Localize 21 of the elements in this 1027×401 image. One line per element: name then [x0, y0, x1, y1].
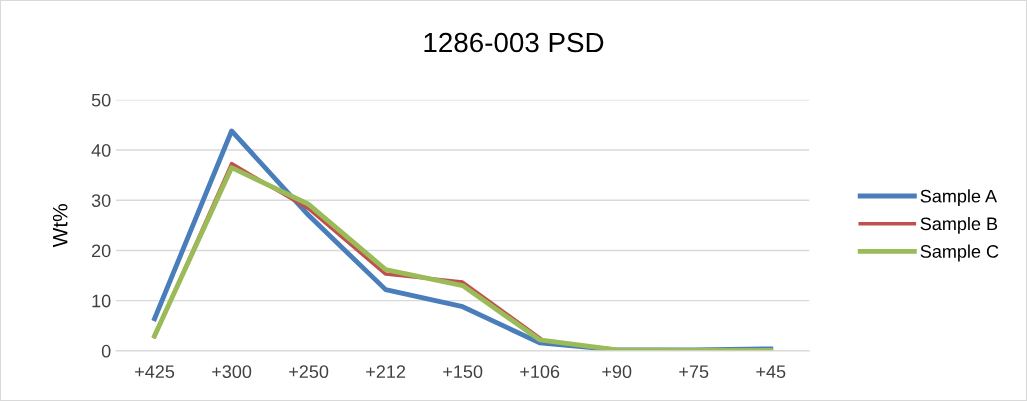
x-tick-label: +425 — [135, 365, 175, 379]
y-axis-title: Wt% — [52, 204, 68, 248]
x-tick-label: +250 — [289, 365, 329, 379]
x-tick-label: +300 — [212, 365, 252, 379]
line-series — [152, 165, 774, 351]
chart-title: 1286-003 PSD — [424, 32, 604, 53]
x-tick-label: +90 — [602, 365, 632, 379]
legend-label: Sample C — [920, 244, 999, 262]
x-tick-label: +150 — [443, 365, 483, 379]
y-tick-label: 0 — [101, 344, 111, 358]
y-tick-label: 40 — [91, 143, 111, 157]
legend-label: Sample B — [920, 216, 998, 234]
y-tick-label: 50 — [91, 93, 111, 107]
y-tick-label: 20 — [92, 244, 111, 258]
x-tick-label: +106 — [520, 365, 560, 379]
y-tick-label: 30 — [91, 194, 111, 207]
x-tick-label: +212 — [366, 365, 406, 378]
legend-label: Sample A — [920, 189, 998, 207]
x-tick-label: +75 — [679, 365, 709, 379]
x-tick-label: +45 — [756, 365, 786, 379]
y-tick-label: 10 — [92, 294, 111, 308]
